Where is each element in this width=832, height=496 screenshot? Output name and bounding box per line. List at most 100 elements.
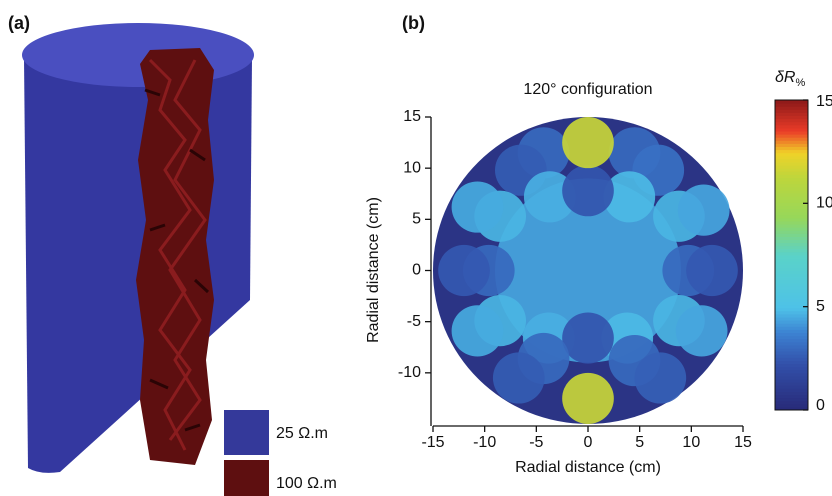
colorbar-tick-label: 5 [816,298,825,315]
cylinder-render [22,23,254,473]
colorbar-step [775,369,808,374]
cell [603,171,656,223]
legend-label: 100 Ω.m [276,475,337,492]
x-tick-label: -10 [473,434,496,451]
x-tick-label: 10 [682,434,700,451]
colorbar-step [775,323,808,327]
colorbar-step [775,155,808,160]
colorbar-step [775,202,808,206]
colorbar-step [775,131,808,135]
colorbar-step [775,146,808,151]
colorbar-step [775,382,808,386]
cell [562,372,614,424]
colorbar-step [775,338,808,343]
y-tick-label: 0 [412,262,421,279]
colorbar-step [775,295,808,299]
y-tick-label: -10 [398,364,421,381]
panel-label: (a) [8,13,30,33]
colorbar-step [775,177,808,182]
x-tick-label: 5 [635,434,644,451]
colorbar-step [775,236,808,240]
colorbar-step [775,267,808,271]
colorbar-frame [774,99,809,411]
cell [562,312,614,364]
colorbar-step [775,242,808,247]
y-axis-label: Radial distance (cm) [365,197,382,343]
colorbar-step [775,320,808,324]
colorbar-step [775,357,808,361]
cell [438,244,490,297]
colorbar-step [775,400,808,405]
colorbar-step [775,100,808,104]
colorbar-step [775,134,808,138]
colorbar-step [775,239,808,244]
colorbar-step [775,171,808,175]
cell [451,181,504,233]
colorbar-step [775,351,808,355]
colorbar-step [775,326,808,330]
colorbar-step [775,137,808,141]
legend-label: 25 Ω.m [276,425,328,442]
x-tick-label: -15 [421,434,444,451]
colorbar-step [775,261,808,265]
chart: 120° configuration Radial distance (cm) … [365,69,832,476]
colorbar-step [775,388,808,392]
colorbar-step [775,199,808,203]
colorbar-step [775,224,808,228]
y-tick-label: 5 [412,211,421,228]
x-tick-label: 0 [584,434,593,451]
y-tick-label: -5 [407,313,421,330]
colorbar-step [775,186,808,191]
colorbar-step [775,332,808,337]
colorbar-step [775,307,808,312]
colorbar-step [775,403,808,408]
colorbar-step [775,180,808,185]
colorbar-step [775,196,808,200]
panel-label: (b) [402,13,425,33]
colorbar-step [775,118,808,123]
colorbar-step [775,292,808,296]
colorbar-step [775,273,808,278]
colorbar-step [775,152,808,157]
colorbar-step [775,354,808,358]
colorbar-step [775,245,808,250]
colorbar-step [775,127,808,132]
colorbar-step [775,264,808,268]
cell [492,352,545,404]
legend-swatch [224,460,269,496]
cell [451,305,504,357]
colorbar-step [775,385,808,389]
colorbar-step [775,248,808,253]
cell [686,244,738,297]
x-tick-label: -5 [529,434,543,451]
colorbar-step [775,363,808,368]
x-axis-label: Radial distance (cm) [515,459,661,476]
cell [523,171,576,223]
colorbar-step [775,227,808,231]
colorbar-tick-label: 0 [816,397,825,414]
colorbar-step [775,344,808,349]
colorbar-step [775,282,808,287]
colorbar-step [775,217,808,222]
colorbar-tick-label: 15 [816,93,832,110]
x-tick-label: 15 [734,434,752,451]
colorbar-step [775,115,808,120]
colorbar-step [775,372,808,377]
colorbar-step [775,158,808,163]
colorbar-step [775,214,808,219]
colorbar-step [775,329,808,333]
colorbar-step [775,168,808,172]
colorbar-step [775,317,808,321]
colorbar-step [775,406,808,411]
y-tick-label: 15 [403,108,421,125]
cell [675,305,728,357]
colorbar-step [775,106,808,110]
colorbar-step [775,270,808,275]
colorbar-step [775,391,808,395]
colorbar-step [775,124,808,129]
colorbar-step [775,208,808,213]
colorbar-label: δR% [775,69,805,89]
colorbar-step [775,140,808,144]
colorbar-step [775,109,808,113]
